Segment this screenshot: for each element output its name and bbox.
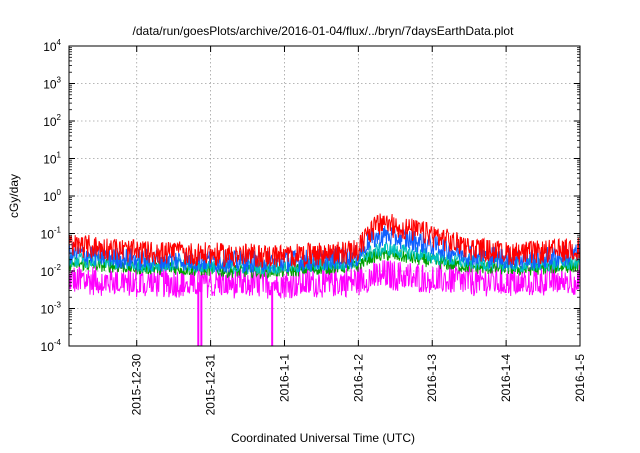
y-tick-exponent: -1	[54, 226, 62, 235]
x-axis-label: Coordinated Universal Time (UTC)	[231, 431, 415, 445]
y-tick-exponent: 3	[57, 76, 62, 85]
y-tick-exponent: -2	[54, 263, 62, 272]
y-tick-exponent: 2	[57, 113, 62, 122]
grid	[69, 46, 580, 346]
x-tick-label: 2016-1-3	[425, 354, 439, 402]
y-tick-label: 104	[43, 38, 61, 54]
y-tick-label: 102	[43, 113, 61, 129]
y-tick-label: 10-2	[41, 263, 62, 279]
y-tick-exponent: 1	[57, 151, 62, 160]
x-tick-label: 2015-12-31	[204, 354, 218, 416]
y-tick-exponent: -3	[54, 301, 62, 310]
x-tick-label: 2015-12-30	[130, 354, 144, 416]
x-tick-label: 2016-1-1	[277, 354, 291, 402]
y-tick-label: 103	[43, 76, 61, 92]
y-tick-label: 10-3	[41, 301, 62, 317]
x-tick-label: 2016-1-5	[573, 354, 587, 402]
y-tick-label: 101	[43, 151, 61, 167]
y-tick-label: 100	[43, 188, 61, 204]
chart-title: /data/run/goesPlots/archive/2016-01-04/f…	[133, 24, 515, 38]
x-tick-label: 2016-1-2	[351, 354, 365, 402]
series-line	[68, 260, 581, 299]
y-tick-exponent: 4	[57, 38, 62, 47]
series-group	[68, 213, 581, 346]
y-axis-label: cGy/day	[7, 174, 21, 218]
y-tick-label: 10-4	[41, 338, 62, 354]
y-tick-exponent: -4	[54, 338, 62, 347]
y-tick-label: 10-1	[41, 226, 62, 242]
x-tick-label: 2016-1-4	[499, 354, 513, 402]
ticks: 10-410-310-210-11001011021031042015-12-3…	[41, 38, 587, 415]
series-line	[68, 213, 581, 269]
y-tick-exponent: 0	[57, 188, 62, 197]
